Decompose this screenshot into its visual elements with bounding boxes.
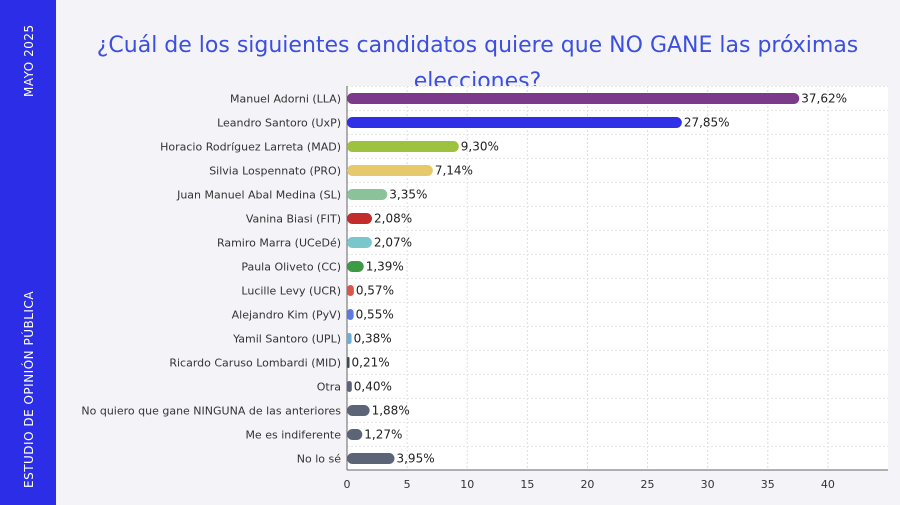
bar	[347, 405, 370, 416]
data-label: 1,88%	[372, 404, 410, 418]
data-label: 3,95%	[396, 452, 434, 466]
category-label: Paula Oliveto (CC)	[241, 261, 341, 274]
data-label: 0,38%	[354, 332, 392, 346]
bar	[347, 453, 395, 464]
data-label: 1,27%	[364, 428, 402, 442]
data-label: 9,30%	[461, 140, 499, 154]
bar	[347, 333, 352, 344]
x-tick-label: 25	[641, 478, 655, 491]
data-label: 0,57%	[356, 284, 394, 298]
x-tick-label: 0	[344, 478, 351, 491]
category-label: Ramiro Marra (UCeDé)	[217, 237, 341, 250]
category-label: Me es indiferente	[245, 429, 341, 442]
bar	[347, 357, 350, 368]
x-tick-label: 30	[701, 478, 715, 491]
data-label: 2,07%	[374, 236, 412, 250]
category-label: No lo sé	[297, 453, 341, 466]
x-tick-label: 40	[821, 478, 835, 491]
category-label: Silvia Lospennato (PRO)	[209, 165, 341, 178]
category-label: Alejandro Kim (PyV)	[232, 309, 341, 322]
bar	[347, 141, 459, 152]
category-label: Leandro Santoro (UxP)	[217, 117, 341, 130]
sidebar: MAYO 2025 ESTUDIO DE OPINIÓN PÚBLICA	[0, 0, 56, 505]
chart-title: ¿Cuál de los siguientes candidatos quier…	[96, 33, 859, 94]
data-label: 0,21%	[352, 356, 390, 370]
category-label: Manuel Adorni (LLA)	[230, 93, 341, 106]
bar	[347, 237, 372, 248]
bar	[347, 213, 373, 224]
category-label: Otra	[317, 381, 341, 394]
x-tick-label: 15	[520, 478, 534, 491]
data-label: 1,39%	[366, 260, 404, 274]
category-label: No quiero que gane NINGUNA de las anteri…	[81, 405, 341, 418]
data-label: 27,85%	[684, 116, 730, 130]
bar	[347, 165, 433, 176]
bar	[347, 261, 364, 272]
x-tick-label: 5	[404, 478, 411, 491]
category-label: Lucille Levy (UCR)	[241, 285, 341, 298]
category-label: Juan Manuel Abal Medina (SL)	[176, 189, 341, 202]
data-label: 0,40%	[354, 380, 392, 394]
category-label: Vanina Biasi (FIT)	[246, 213, 341, 226]
data-label: 0,55%	[356, 308, 394, 322]
x-tick-label: 10	[460, 478, 474, 491]
bar	[347, 117, 682, 128]
x-tick-label: 20	[580, 478, 594, 491]
category-label: Horacio Rodríguez Larreta (MAD)	[160, 141, 341, 154]
bar	[347, 93, 800, 104]
bar	[347, 309, 354, 320]
bar	[347, 429, 363, 440]
x-tick-label: 35	[761, 478, 775, 491]
bar	[347, 381, 352, 392]
bar	[347, 285, 354, 296]
bar	[347, 189, 388, 200]
data-label: 3,35%	[389, 188, 427, 202]
data-label: 7,14%	[435, 164, 473, 178]
data-label: 37,62%	[801, 92, 847, 106]
category-label: Ricardo Caruso Lombardi (MID)	[169, 357, 341, 370]
category-label: Yamil Santoro (UPL)	[232, 333, 341, 346]
data-label: 2,08%	[374, 212, 412, 226]
